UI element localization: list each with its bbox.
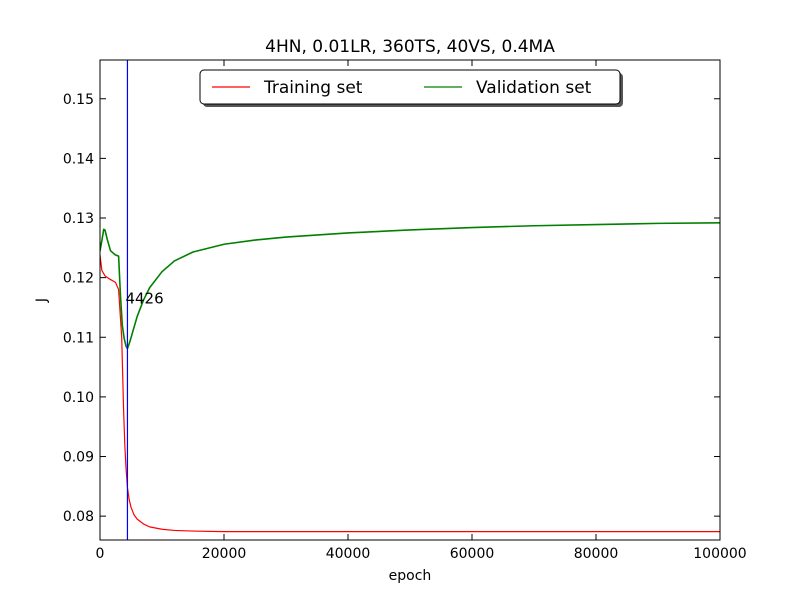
x-axis-label: epoch — [389, 568, 432, 584]
x-tick-label: 0 — [96, 546, 105, 562]
y-tick-label: 0.10 — [63, 390, 94, 406]
y-tick-label: 0.15 — [63, 92, 94, 108]
legend-label-validation: Validation set — [476, 78, 592, 98]
y-tick-label: 0.11 — [63, 330, 94, 346]
plot-area: 4426 0 20000 40000 60000 80000 100000 0.08 0.09… — [63, 59, 747, 562]
y-tick-label: 0.12 — [63, 271, 94, 287]
x-tick-label: 40000 — [326, 546, 371, 562]
y-axis-label: J — [34, 298, 50, 303]
x-tick-label: 60000 — [450, 546, 495, 562]
series-line-validation-set — [100, 221, 720, 350]
legend: Training set Validation set — [199, 69, 623, 107]
minimum-epoch-annotation: 4426 — [125, 290, 163, 308]
x-tick-label: 20000 — [202, 546, 247, 562]
y-tick-label: 0.13 — [63, 211, 94, 227]
x-tick-label: 80000 — [574, 546, 619, 562]
legend-box — [199, 69, 621, 105]
legend-label-training: Training set — [263, 78, 363, 98]
y-tick-label: 0.08 — [63, 509, 94, 525]
y-tick-label: 0.14 — [63, 151, 94, 167]
plot-frame — [99, 59, 721, 541]
y-tick-label: 0.09 — [63, 450, 94, 466]
x-tick-label: 100000 — [693, 546, 746, 562]
chart-title: 4HN, 0.01LR, 360TS, 40VS, 0.4MA — [265, 37, 555, 57]
series-line-training-set — [100, 254, 720, 533]
